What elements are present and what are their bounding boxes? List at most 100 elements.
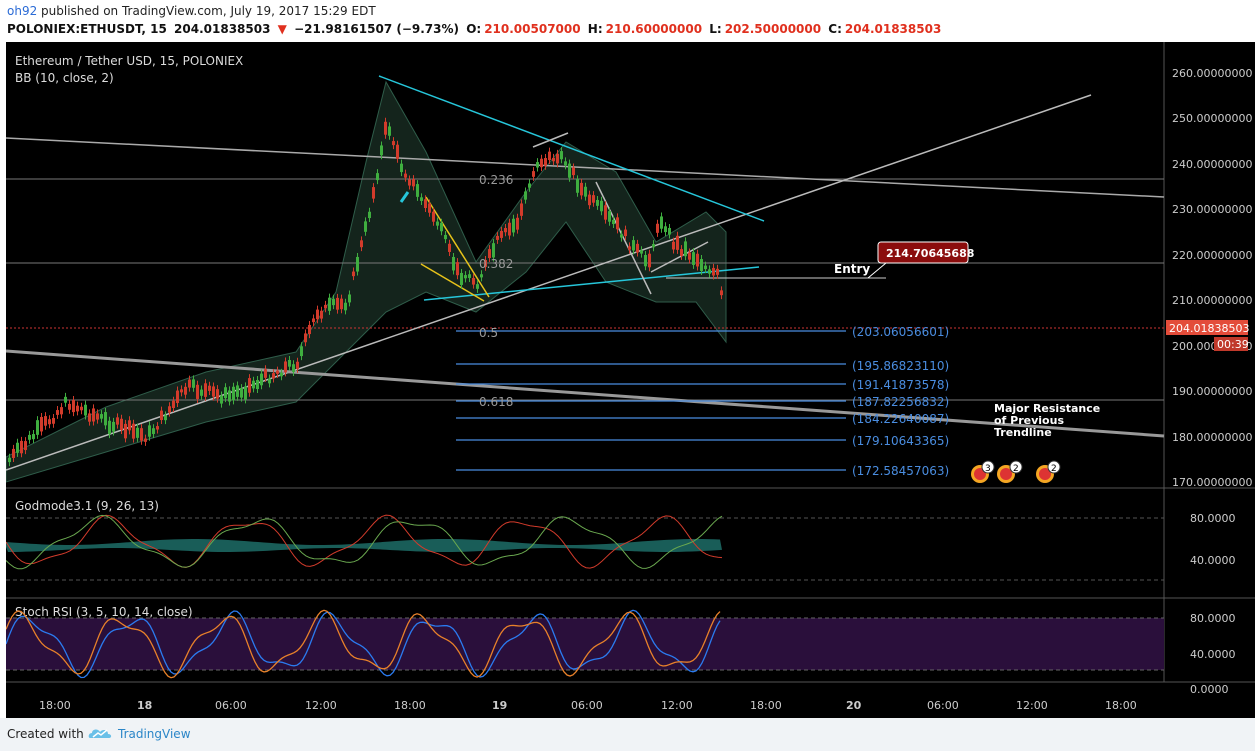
candle-body	[8, 457, 11, 463]
event-icons[interactable]: 3 2 2	[971, 460, 1061, 483]
fib-label-0618: 0.618	[479, 395, 513, 409]
candle-body	[304, 333, 307, 343]
white-pattern-1	[595, 181, 652, 295]
candle-body	[684, 241, 687, 257]
candle-body	[120, 418, 123, 431]
candle-body	[492, 243, 495, 258]
author-link[interactable]: oh92	[7, 4, 38, 18]
candle-body	[668, 227, 671, 235]
candle-body	[28, 434, 31, 440]
note-line-1: Major Resistance	[994, 402, 1100, 415]
candlesticks	[8, 117, 723, 467]
candle-body	[32, 434, 35, 440]
candle-body	[76, 405, 79, 412]
time-tick: 12:00	[1016, 699, 1048, 712]
candle-body	[248, 378, 251, 393]
candle-body	[408, 179, 411, 186]
high-label: H:	[587, 22, 603, 36]
candle-body	[16, 442, 19, 453]
candle-body	[308, 324, 311, 335]
resistance-trendline[interactable]	[6, 137, 1165, 198]
candle-body	[180, 389, 183, 393]
stoch-band	[6, 618, 1164, 670]
support-trendline[interactable]	[6, 94, 1092, 471]
candle-body	[404, 173, 407, 178]
chart-canvas[interactable]: 0.236 0.382 0.5 0.618 (203.06056601) (19…	[6, 42, 1255, 718]
candle-body	[312, 318, 315, 323]
candle-body	[652, 244, 655, 248]
entry-price-box[interactable]	[877, 241, 969, 264]
countdown: 00:39	[1217, 338, 1249, 351]
candle-body	[220, 395, 223, 404]
candle-body	[40, 416, 43, 432]
series-title[interactable]: Ethereum / Tether USD, 15, POLONIEX	[15, 54, 243, 68]
candle-body	[692, 252, 695, 265]
candle-body	[496, 235, 499, 240]
time-axis[interactable]: 18:00 18 06:00 12:00 18:00 19 06:00 12:0…	[39, 699, 1137, 712]
target-labels: (203.06056601) (195.86823110) (191.41873…	[852, 325, 949, 478]
candle-body	[288, 359, 291, 367]
candle-body	[608, 211, 611, 222]
price-tick: 210.00000000	[1172, 294, 1252, 307]
bollinger-band	[6, 80, 727, 483]
down-arrow-icon: ▼	[277, 22, 287, 36]
candle-body	[504, 228, 507, 233]
candle-body	[556, 153, 559, 164]
major-resistance-trendline[interactable]	[6, 349, 1165, 438]
candle-body	[664, 226, 667, 233]
tradingview-cloud-icon[interactable]	[88, 726, 114, 740]
bb-legend[interactable]: BB (10, close, 2)	[15, 71, 114, 85]
candle-body	[100, 414, 103, 419]
candle-body	[184, 386, 187, 395]
candle-body	[564, 161, 567, 166]
candle-body	[232, 386, 235, 401]
candle-body	[508, 222, 511, 236]
candle-body	[284, 361, 287, 373]
open-label: O:	[466, 22, 482, 36]
candle-body	[708, 269, 711, 274]
time-tick: 06:00	[215, 699, 247, 712]
candle-body	[260, 373, 263, 386]
note-line-3: Trendline	[994, 426, 1052, 439]
price-tick: 260.00000000	[1172, 67, 1252, 80]
stoch-legend[interactable]: Stoch RSI (3, 5, 10, 14, close)	[15, 605, 193, 619]
candle-body	[428, 203, 431, 213]
candle-body	[320, 310, 323, 319]
candle-body	[488, 249, 491, 259]
time-tick: 06:00	[927, 699, 959, 712]
candle-body	[244, 386, 247, 400]
stoch-tick: 0.0000	[1190, 683, 1229, 696]
candle-body	[512, 218, 515, 233]
candle-body	[448, 243, 451, 252]
time-tick: 18:00	[750, 699, 782, 712]
candle-body	[452, 256, 455, 271]
time-tick: 18:00	[1105, 699, 1137, 712]
candle-body	[532, 171, 535, 177]
candle-body	[124, 423, 127, 439]
candle-body	[392, 141, 395, 146]
candle-body	[476, 284, 479, 289]
triangle-lower-line[interactable]	[423, 266, 760, 301]
candle-body	[384, 121, 387, 135]
tradingview-link[interactable]: TradingView	[118, 727, 191, 741]
candle-body	[412, 179, 415, 187]
triangle-upper-line[interactable]	[378, 75, 765, 222]
candle-body	[352, 271, 355, 277]
candle-body	[364, 221, 367, 232]
candle-body	[524, 191, 527, 200]
candle-body	[572, 167, 575, 176]
godmode-legend[interactable]: Godmode3.1 (9, 26, 13)	[15, 499, 159, 513]
price-tick: 220.00000000	[1172, 249, 1252, 262]
chart-area[interactable]: 0.236 0.382 0.5 0.618 (203.06056601) (19…	[6, 42, 1255, 718]
candle-body	[628, 246, 631, 250]
candle-body	[264, 369, 267, 378]
candle-body	[252, 380, 255, 389]
candle-body	[56, 410, 59, 415]
price-axis-panel[interactable]	[1164, 42, 1255, 718]
candle-body	[700, 259, 703, 271]
godmode-lines	[6, 514, 723, 570]
event-count-badge	[1009, 460, 1023, 474]
candle-body	[96, 413, 99, 420]
candle-body	[92, 408, 95, 422]
candle-body	[136, 427, 139, 438]
